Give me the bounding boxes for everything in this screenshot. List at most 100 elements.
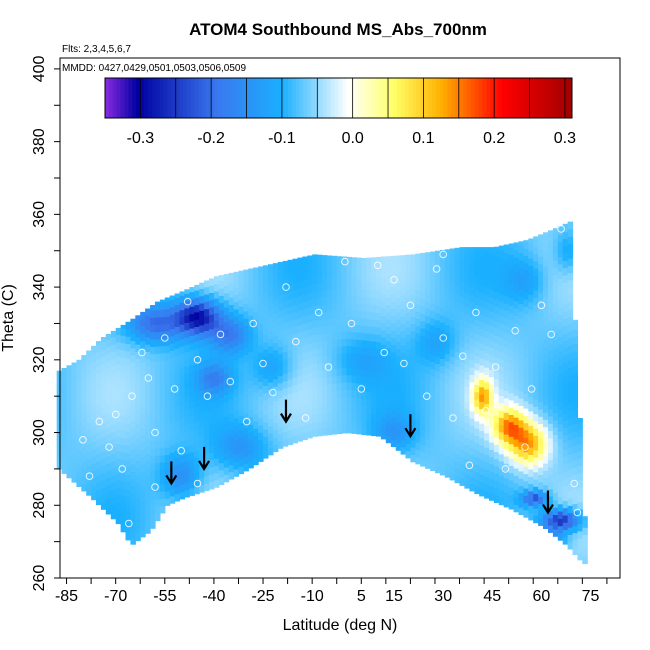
- heatmap-cell: [209, 474, 215, 483]
- heatmap-cell: [572, 387, 578, 395]
- heatmap-cell: [572, 372, 578, 381]
- heatmap-cell: [135, 504, 141, 512]
- heatmap-cell: [81, 367, 87, 375]
- heatmap-cell: [169, 372, 176, 381]
- heatmap-cell: [498, 300, 505, 309]
- colorbar-segment: [412, 78, 417, 118]
- heatmap-cell: [479, 372, 485, 381]
- heatmap-cell: [567, 403, 574, 412]
- heatmap-cell: [498, 271, 505, 280]
- heatmap-cell: [376, 421, 382, 430]
- heatmap-cell: [385, 282, 392, 291]
- heatmap-cell: [282, 293, 289, 302]
- heatmap-cell: [204, 330, 210, 339]
- heatmap-cell: [444, 280, 451, 289]
- heatmap-cell: [572, 343, 578, 352]
- heatmap-cell: [155, 331, 161, 340]
- down-arrow: [404, 414, 417, 439]
- heatmap-cell: [194, 304, 200, 313]
- heatmap-cell: [528, 468, 534, 477]
- sample-point: [380, 348, 389, 357]
- heatmap-cell: [410, 352, 416, 361]
- heatmap-cell: [331, 255, 338, 260]
- heatmap-cell: [439, 329, 446, 338]
- heatmap-cell: [400, 279, 407, 288]
- heatmap-cell: [572, 474, 578, 483]
- heatmap-cell: [469, 287, 475, 295]
- heatmap-cell: [533, 340, 539, 349]
- heatmap-cell: [395, 421, 402, 429]
- heatmap-cell: [292, 370, 298, 378]
- heatmap-cell: [513, 358, 520, 367]
- heatmap-cell: [474, 442, 480, 451]
- heatmap-cell: [155, 346, 161, 354]
- heatmap-cell: [174, 464, 181, 473]
- heatmap-cell: [292, 297, 298, 306]
- heatmap-cell: [189, 429, 195, 438]
- heatmap-cell: [164, 301, 171, 310]
- heatmap-cell: [331, 354, 338, 362]
- heatmap-cell: [169, 481, 176, 490]
- heatmap-cell: [336, 258, 343, 267]
- heatmap-cell: [543, 244, 549, 253]
- heatmap-cell: [439, 431, 446, 439]
- heatmap-cell: [184, 307, 190, 316]
- heatmap-cell: [100, 414, 107, 423]
- heatmap-cell: [508, 305, 515, 314]
- heatmap-cell: [120, 509, 127, 518]
- heatmap-cell: [130, 347, 136, 356]
- heatmap-cell: [135, 467, 141, 476]
- heatmap-cell: [312, 348, 318, 357]
- heatmap-cell: [223, 307, 230, 315]
- heatmap-cell: [533, 275, 539, 284]
- heatmap-cell: [145, 373, 151, 382]
- heatmap-cell: [557, 489, 564, 498]
- heatmap-cell: [287, 415, 294, 424]
- heatmap-cell: [120, 415, 127, 424]
- heatmap-cell: [155, 316, 161, 325]
- heatmap-cell: [159, 498, 166, 507]
- heatmap-cell: [71, 372, 77, 381]
- heatmap-cell: [209, 408, 215, 417]
- heatmap-cell: [489, 420, 495, 429]
- heatmap-cell: [479, 386, 485, 395]
- heatmap-cell: [71, 394, 77, 403]
- heatmap-cell: [91, 419, 97, 428]
- heatmap-cell: [277, 375, 284, 384]
- heatmap-cell: [174, 450, 181, 458]
- heatmap-cell: [425, 351, 431, 360]
- heatmap-cell: [385, 384, 392, 393]
- heatmap-cell: [159, 411, 166, 419]
- heatmap-cell: [513, 380, 520, 389]
- heatmap-cell: [341, 280, 348, 289]
- colorbar-segment: [354, 78, 359, 118]
- heatmap-cell: [395, 384, 402, 393]
- heatmap-cell: [552, 325, 559, 334]
- heatmap-cell: [287, 306, 294, 315]
- heatmap-cell: [543, 375, 549, 384]
- heatmap-cell: [243, 427, 249, 435]
- heatmap-cell: [125, 518, 131, 526]
- heatmap-cell: [307, 379, 313, 388]
- heatmap-cell: [533, 297, 539, 305]
- colorbar-segment: [264, 78, 269, 118]
- heatmap-cell: [538, 234, 544, 243]
- heatmap-cell: [135, 409, 141, 418]
- colorbar-segment: [431, 78, 437, 118]
- heatmap-cell: [572, 488, 578, 497]
- heatmap-cell: [179, 447, 185, 456]
- heatmap-cell: [464, 451, 470, 460]
- heatmap-cell: [366, 413, 372, 421]
- heatmap-cell: [366, 296, 372, 305]
- heatmap-cell: [258, 272, 264, 281]
- heatmap-cell: [209, 437, 215, 446]
- heatmap-cell: [484, 476, 490, 485]
- heatmap-cell: [435, 370, 441, 379]
- heatmap-cell: [317, 341, 323, 349]
- heatmap-cell: [567, 294, 574, 303]
- heatmap-cell: [395, 377, 402, 386]
- heatmap-cell: [567, 519, 574, 528]
- heatmap-cell: [243, 347, 249, 355]
- heatmap-cell: [292, 290, 298, 298]
- heatmap-cell: [430, 281, 436, 290]
